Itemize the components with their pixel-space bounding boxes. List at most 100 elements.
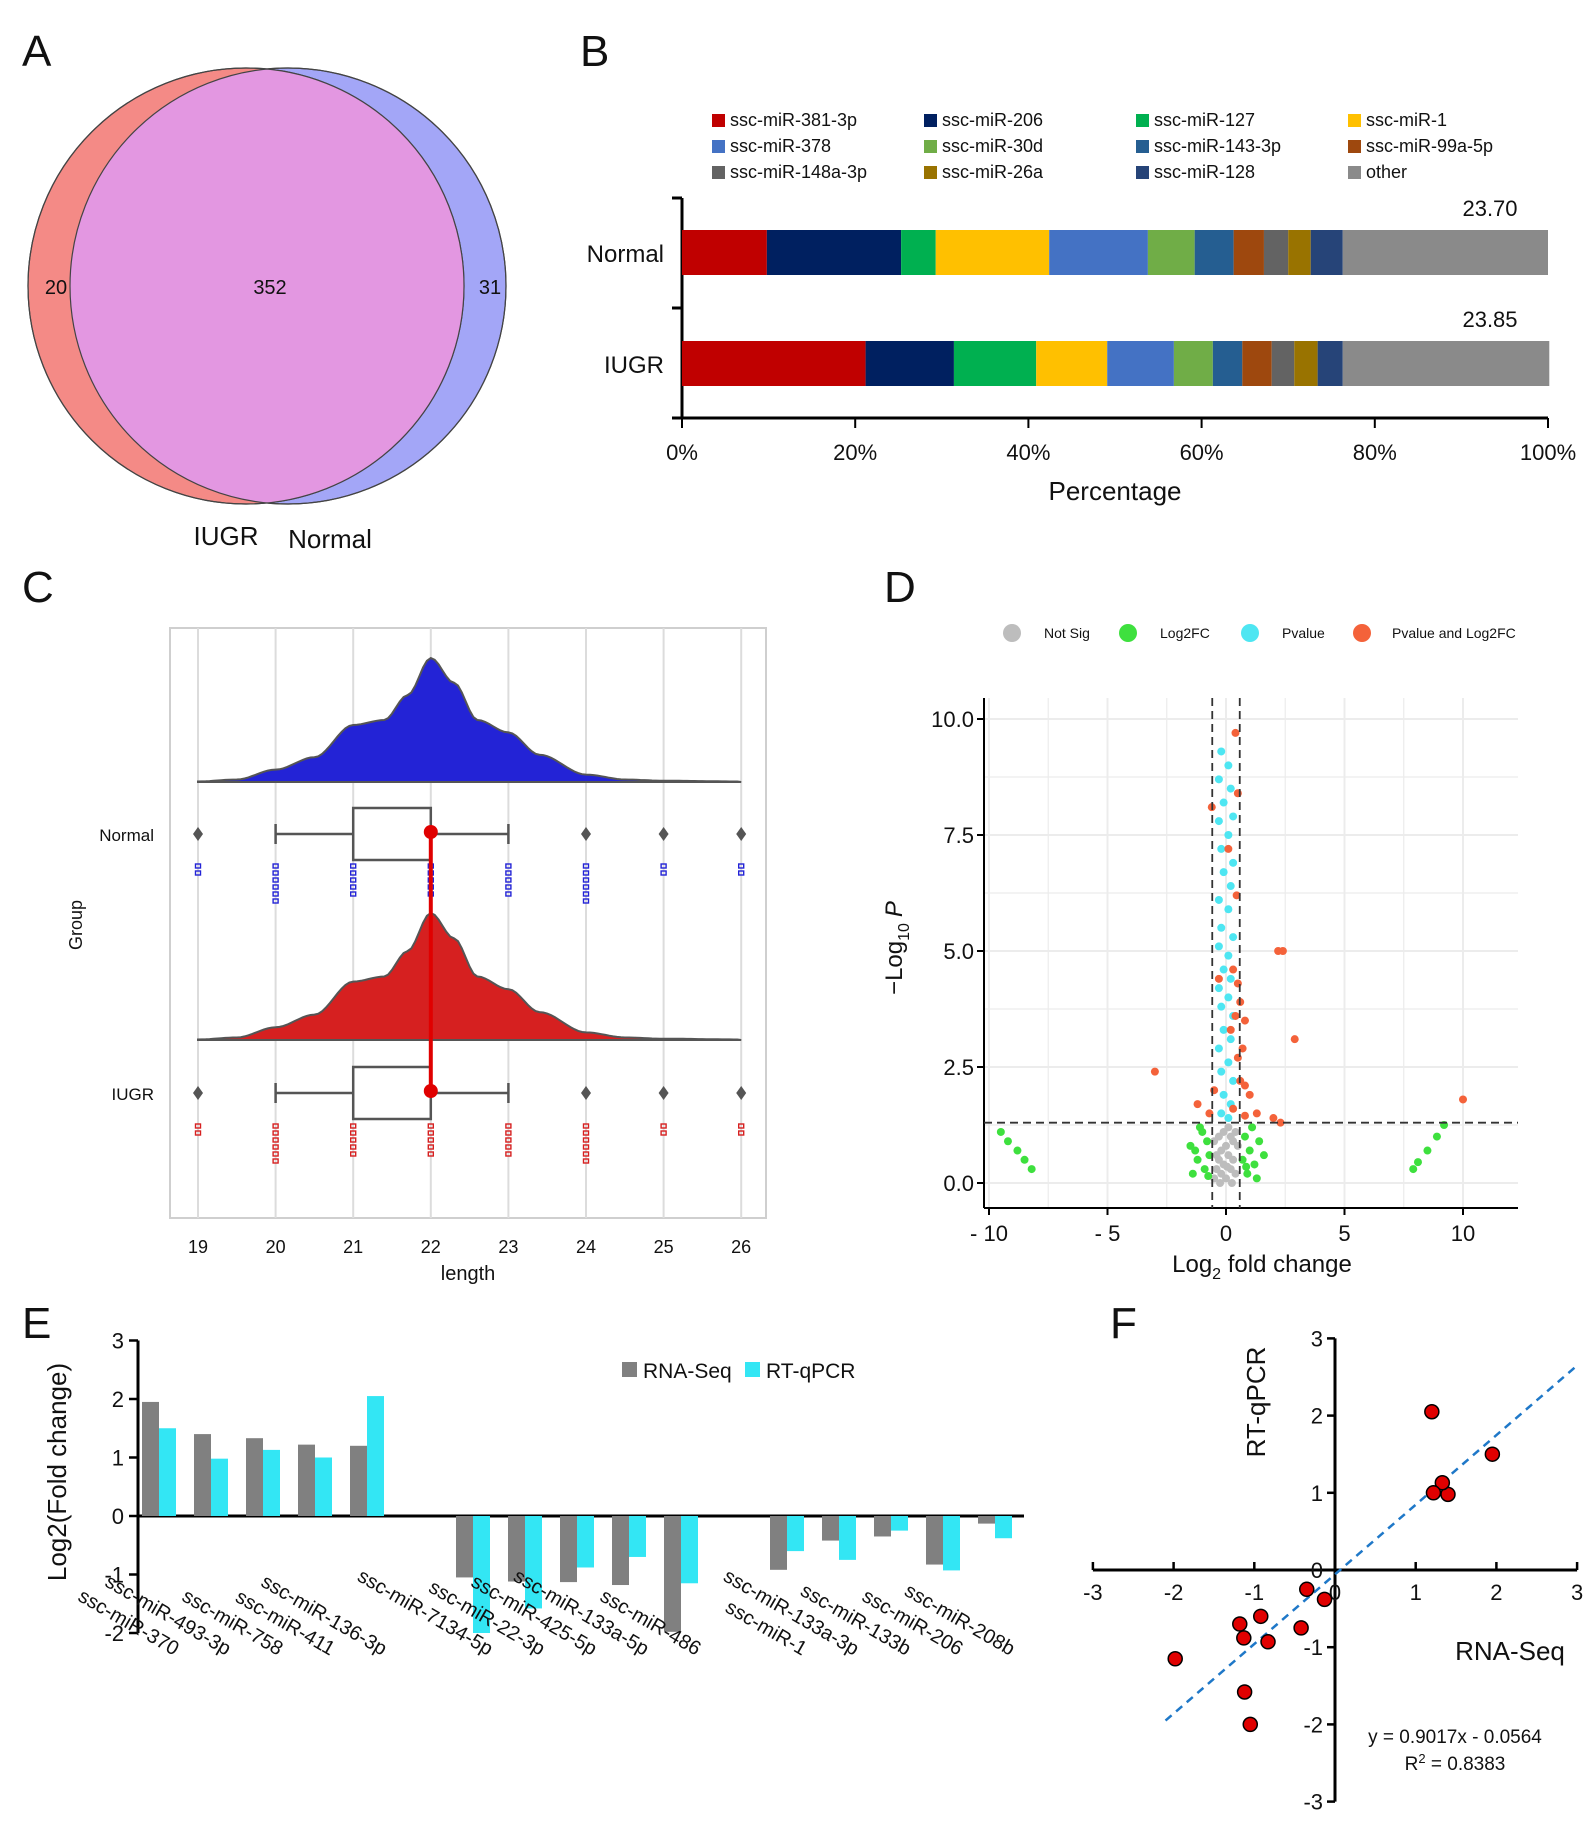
x-tick-label: - 10 bbox=[970, 1221, 1008, 1246]
volcano-point bbox=[1229, 965, 1238, 974]
bar bbox=[612, 1516, 629, 1586]
bar bbox=[664, 1516, 681, 1632]
volcano-point bbox=[1217, 844, 1226, 853]
x-tick-label: 2 bbox=[1490, 1580, 1502, 1605]
x-tick-label: 10 bbox=[1451, 1221, 1475, 1246]
bar bbox=[943, 1516, 960, 1571]
volcano-point bbox=[1226, 1035, 1235, 1044]
legend-label: Not Sig bbox=[1044, 625, 1090, 641]
bar-segment bbox=[1194, 230, 1234, 275]
venn-diagram: 20 352 31 IUGR Normal bbox=[27, 67, 507, 554]
volcano-point bbox=[1276, 1118, 1285, 1127]
bar bbox=[142, 1401, 159, 1516]
data-point bbox=[1299, 1581, 1315, 1598]
volcano-point bbox=[1259, 1151, 1268, 1160]
y-tick-label: -1 bbox=[104, 1563, 124, 1588]
x-tick-label: -1 bbox=[1245, 1580, 1265, 1605]
bar bbox=[508, 1516, 525, 1582]
rug-mark bbox=[738, 1123, 745, 1129]
rug-mark bbox=[350, 870, 357, 876]
y-axis-title: Log2(Fold change) bbox=[42, 1363, 72, 1581]
volcano-point bbox=[1223, 1162, 1232, 1171]
volcano-point bbox=[1003, 1137, 1012, 1146]
rug-mark bbox=[427, 1123, 434, 1129]
volcano-point bbox=[1233, 1053, 1242, 1062]
volcano-point bbox=[1231, 728, 1240, 737]
volcano-point bbox=[1214, 775, 1223, 784]
rug-mark bbox=[505, 863, 512, 869]
r-squared: R2 = 0.8383 bbox=[1405, 1751, 1506, 1775]
legend-label: ssc-miR-206 bbox=[942, 110, 1043, 130]
volcano-point bbox=[1274, 947, 1283, 955]
density-normal bbox=[197, 656, 742, 783]
legend-swatch bbox=[924, 166, 937, 179]
data-point bbox=[1232, 1616, 1248, 1632]
volcano-point bbox=[1252, 1109, 1261, 1118]
x-tick-label: 20 bbox=[266, 1237, 286, 1257]
rug-mark bbox=[272, 891, 279, 897]
volcano-point bbox=[1240, 1132, 1249, 1141]
volcano-point bbox=[1193, 1100, 1202, 1109]
outlier-point bbox=[193, 1086, 203, 1100]
rug-mark bbox=[738, 863, 745, 869]
rug-mark bbox=[582, 891, 590, 897]
x-tick-label: 25 bbox=[654, 1237, 674, 1257]
volcano-point bbox=[1191, 1146, 1200, 1155]
rug-mark bbox=[505, 884, 512, 890]
bar bbox=[211, 1458, 228, 1516]
bar bbox=[159, 1428, 176, 1516]
volcano-point bbox=[1409, 1165, 1418, 1174]
volcano-point bbox=[1252, 1174, 1261, 1183]
rug-mark bbox=[505, 891, 512, 897]
legend-label: ssc-miR-378 bbox=[730, 136, 831, 156]
y-tick-label: -3 bbox=[1303, 1790, 1323, 1815]
x-tick-label: 20% bbox=[833, 440, 877, 465]
volcano-point bbox=[1222, 1174, 1230, 1183]
rug-mark bbox=[660, 870, 667, 876]
bar-segment bbox=[1317, 341, 1343, 386]
bar bbox=[315, 1457, 332, 1516]
bar-segment bbox=[935, 230, 1050, 275]
volcano-point bbox=[1242, 1162, 1251, 1171]
rug-mark bbox=[738, 1130, 745, 1136]
bar-segment bbox=[1271, 341, 1295, 386]
volcano-point bbox=[1027, 1165, 1036, 1174]
bar-segment bbox=[901, 230, 936, 275]
y-tick-label: 0 bbox=[1311, 1558, 1323, 1583]
x-tick-label: 0 bbox=[1220, 1221, 1232, 1246]
rug-mark bbox=[272, 1151, 279, 1157]
rug-mark bbox=[582, 898, 590, 904]
bar-segment bbox=[865, 341, 954, 386]
regression-line bbox=[1164, 1364, 1578, 1722]
legend-label: RNA-Seq bbox=[643, 1360, 732, 1383]
bar bbox=[822, 1516, 839, 1541]
outlier-point bbox=[658, 827, 669, 841]
legend-swatch bbox=[712, 140, 725, 153]
x-tick-label: 5 bbox=[1338, 1221, 1350, 1246]
rug-mark bbox=[582, 1123, 590, 1129]
volcano-point bbox=[1229, 933, 1238, 942]
rug-mark bbox=[505, 1144, 512, 1150]
data-point bbox=[1242, 1716, 1259, 1733]
volcano-point bbox=[1232, 891, 1241, 900]
volcano-point bbox=[1227, 1179, 1236, 1187]
legend-label: ssc-miR-381-3p bbox=[730, 110, 857, 130]
stacked-bar-chart: ssc-miR-381-3p ssc-miR-206 ssc-miR-127 ssc-… bbox=[587, 110, 1576, 506]
rug-mark bbox=[350, 877, 357, 883]
density-iugr bbox=[197, 911, 742, 1041]
volcano-point bbox=[1200, 1165, 1209, 1174]
bar-annotation: 23.85 bbox=[1462, 307, 1517, 332]
data-point bbox=[1253, 1608, 1269, 1625]
venn-overlap bbox=[70, 68, 464, 504]
bar-segment bbox=[1310, 230, 1343, 275]
data-point bbox=[1260, 1634, 1276, 1650]
volcano-point bbox=[1219, 868, 1228, 877]
legend-swatch bbox=[924, 140, 937, 153]
y-tick-label: 5.0 bbox=[943, 939, 974, 964]
category-label: IUGR bbox=[604, 352, 664, 379]
group-label: IUGR bbox=[112, 1085, 155, 1104]
y-tick-label: 0 bbox=[112, 1504, 124, 1529]
y-tick-label: 2 bbox=[1311, 1404, 1323, 1429]
rug-mark bbox=[272, 1137, 279, 1143]
